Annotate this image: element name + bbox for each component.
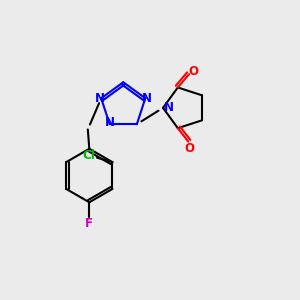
Text: N: N [164, 101, 173, 114]
Text: O: O [185, 142, 195, 154]
Text: O: O [188, 64, 198, 78]
Text: N: N [142, 92, 152, 105]
Text: N: N [95, 92, 105, 105]
Text: N: N [105, 116, 115, 129]
Text: Cl: Cl [82, 149, 95, 162]
Text: F: F [85, 217, 93, 230]
